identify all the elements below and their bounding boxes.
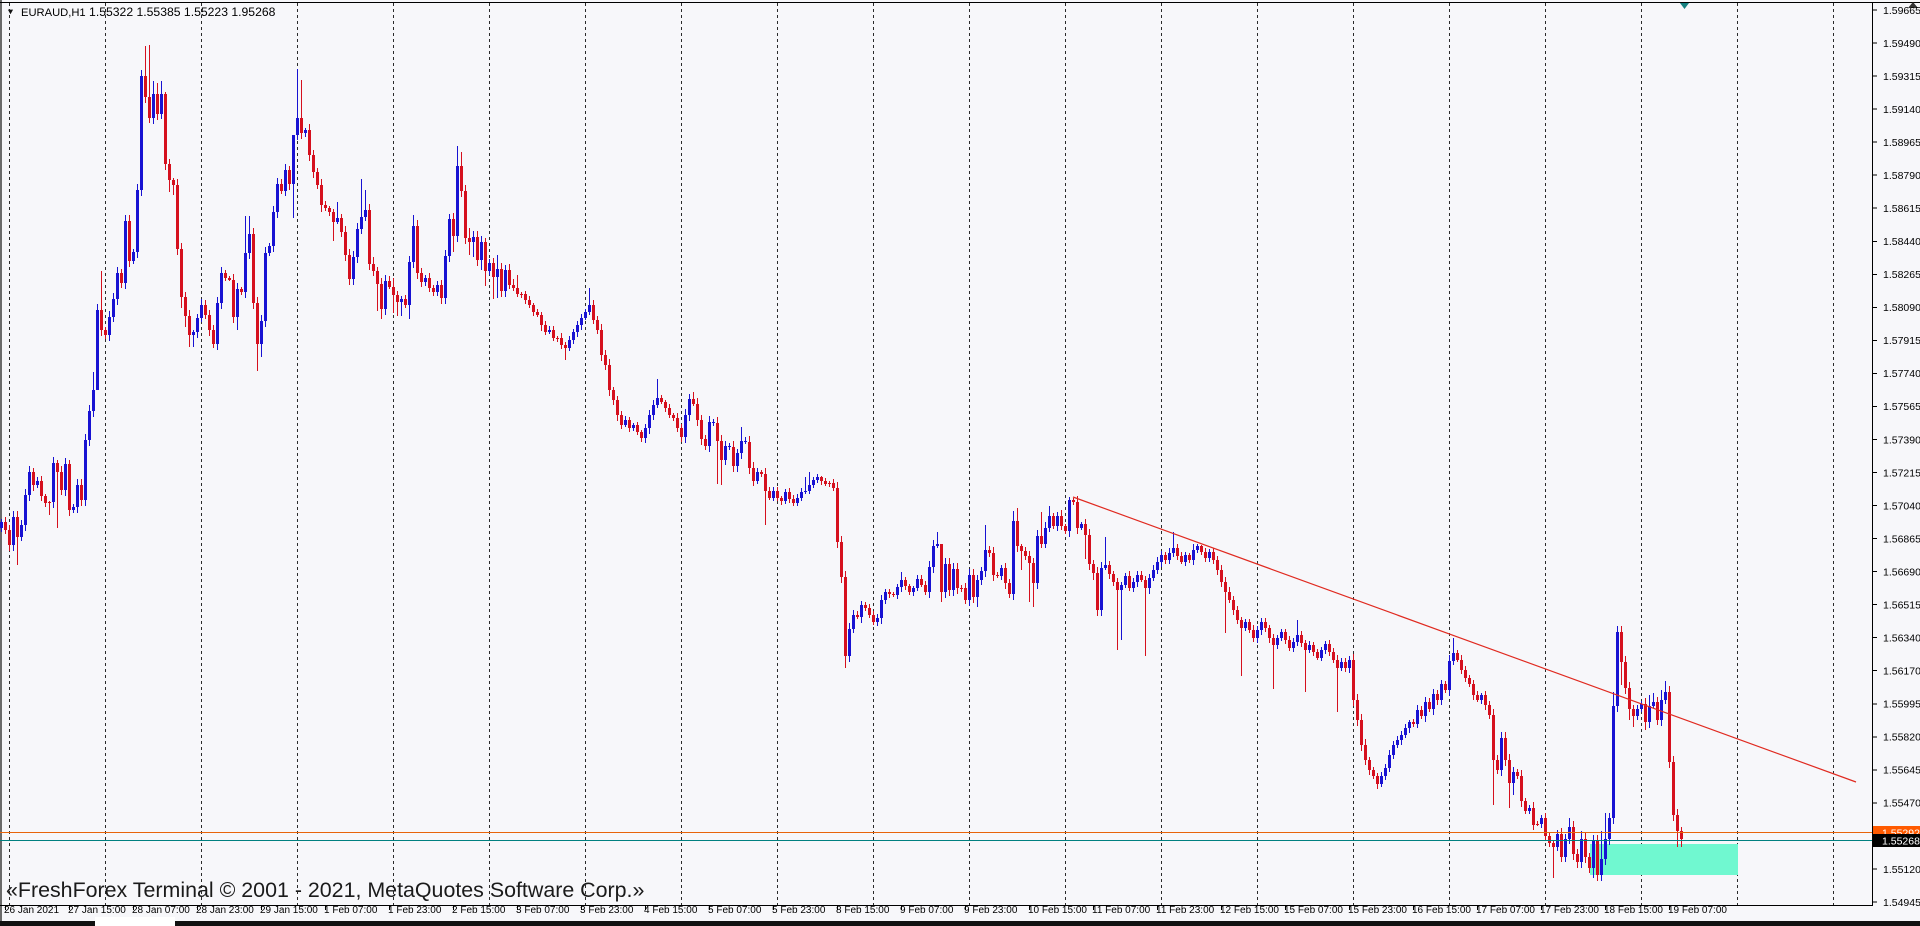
svg-text:1.54945: 1.54945 bbox=[1883, 897, 1920, 909]
svg-text:11 Feb 23:00: 11 Feb 23:00 bbox=[1156, 905, 1215, 916]
svg-text:2 Feb 15:00: 2 Feb 15:00 bbox=[452, 905, 506, 916]
svg-text:1.57390: 1.57390 bbox=[1883, 434, 1920, 446]
svg-text:27 Jan 15:00: 27 Jan 15:00 bbox=[68, 905, 126, 916]
svg-text:1.59665: 1.59665 bbox=[1883, 5, 1920, 17]
svg-text:19 Feb 07:00: 19 Feb 07:00 bbox=[1668, 905, 1727, 916]
svg-text:1.56865: 1.56865 bbox=[1883, 533, 1920, 545]
svg-text:9 Feb 23:00: 9 Feb 23:00 bbox=[964, 905, 1018, 916]
svg-text:5 Feb 07:00: 5 Feb 07:00 bbox=[708, 905, 762, 916]
svg-text:11 Feb 07:00: 11 Feb 07:00 bbox=[1092, 905, 1151, 916]
svg-text:1.55120: 1.55120 bbox=[1883, 864, 1920, 876]
svg-text:3 Feb 07:00: 3 Feb 07:00 bbox=[516, 905, 570, 916]
svg-text:1.56170: 1.56170 bbox=[1883, 666, 1920, 678]
svg-text:1 Feb 23:00: 1 Feb 23:00 bbox=[388, 905, 442, 916]
svg-text:9 Feb 07:00: 9 Feb 07:00 bbox=[900, 905, 954, 916]
svg-text:1.59490: 1.59490 bbox=[1883, 38, 1920, 50]
svg-text:28 Jan 23:00: 28 Jan 23:00 bbox=[196, 905, 254, 916]
svg-text:17 Feb 07:00: 17 Feb 07:00 bbox=[1476, 905, 1535, 916]
svg-text:1.57740: 1.57740 bbox=[1883, 368, 1920, 380]
svg-text:1.55995: 1.55995 bbox=[1883, 699, 1920, 711]
svg-text:15 Feb 23:00: 15 Feb 23:00 bbox=[1348, 905, 1407, 916]
svg-text:1.57040: 1.57040 bbox=[1883, 500, 1920, 512]
svg-text:18 Feb 15:00: 18 Feb 15:00 bbox=[1604, 905, 1663, 916]
svg-text:1.59140: 1.59140 bbox=[1883, 104, 1920, 116]
svg-text:3 Feb 23:00: 3 Feb 23:00 bbox=[580, 905, 634, 916]
svg-text:1.55645: 1.55645 bbox=[1883, 765, 1920, 777]
svg-text:1.58440: 1.58440 bbox=[1883, 236, 1920, 248]
svg-text:5 Feb 23:00: 5 Feb 23:00 bbox=[772, 905, 826, 916]
svg-text:1.58090: 1.58090 bbox=[1883, 302, 1920, 314]
svg-text:1.55820: 1.55820 bbox=[1883, 732, 1920, 744]
svg-text:1.57915: 1.57915 bbox=[1883, 335, 1920, 347]
svg-text:1.58790: 1.58790 bbox=[1883, 170, 1920, 182]
svg-text:«FreshForex Terminal © 2001 -: «FreshForex Terminal © 2001 - 2021, Meta… bbox=[6, 878, 644, 902]
svg-text:1.57565: 1.57565 bbox=[1883, 401, 1920, 413]
svg-text:12 Feb 15:00: 12 Feb 15:00 bbox=[1220, 905, 1279, 916]
svg-text:15 Feb 07:00: 15 Feb 07:00 bbox=[1284, 905, 1343, 916]
svg-text:EURAUD,H1 1.55322 1.55385 1.55: EURAUD,H1 1.55322 1.55385 1.55223 1.9526… bbox=[21, 5, 276, 19]
svg-text:1.59315: 1.59315 bbox=[1883, 71, 1920, 83]
svg-text:1 Feb 07:00: 1 Feb 07:00 bbox=[324, 905, 378, 916]
svg-text:4 Feb 15:00: 4 Feb 15:00 bbox=[644, 905, 698, 916]
svg-text:1.57215: 1.57215 bbox=[1883, 467, 1920, 479]
svg-text:29 Jan 15:00: 29 Jan 15:00 bbox=[260, 905, 318, 916]
svg-text:1.55268: 1.55268 bbox=[1882, 836, 1920, 848]
svg-text:16 Feb 15:00: 16 Feb 15:00 bbox=[1412, 905, 1471, 916]
svg-text:1.55470: 1.55470 bbox=[1883, 798, 1920, 810]
svg-text:1.58265: 1.58265 bbox=[1883, 269, 1920, 281]
svg-text:1.58965: 1.58965 bbox=[1883, 137, 1920, 149]
svg-text:10 Feb 15:00: 10 Feb 15:00 bbox=[1028, 905, 1087, 916]
svg-text:8 Feb 15:00: 8 Feb 15:00 bbox=[836, 905, 890, 916]
svg-text:28 Jan 07:00: 28 Jan 07:00 bbox=[132, 905, 190, 916]
svg-text:1.56690: 1.56690 bbox=[1883, 566, 1920, 578]
svg-text:17 Feb 23:00: 17 Feb 23:00 bbox=[1540, 905, 1599, 916]
svg-text:1.56340: 1.56340 bbox=[1883, 633, 1920, 645]
svg-text:26 Jan 2021: 26 Jan 2021 bbox=[4, 905, 59, 916]
svg-text:1.58615: 1.58615 bbox=[1883, 203, 1920, 215]
svg-text:1.56515: 1.56515 bbox=[1883, 600, 1920, 612]
